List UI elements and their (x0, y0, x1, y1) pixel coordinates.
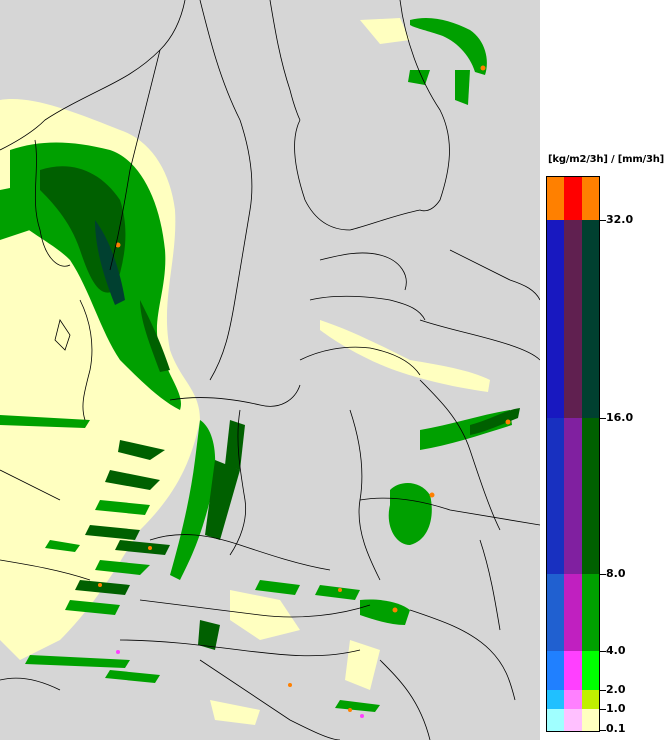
precip-intense-cells (98, 65, 511, 712)
legend-color-bar (546, 176, 600, 732)
legend-swatch (546, 176, 564, 220)
precipitation-map (0, 0, 540, 740)
legend-swatch (582, 651, 600, 690)
map-canvas (0, 0, 540, 740)
legend-tick-8: 8.0 (606, 567, 626, 580)
legend-swatch (564, 709, 582, 732)
legend-swatch (546, 651, 564, 690)
legend-tick-mark (600, 730, 606, 731)
legend-swatch (564, 176, 582, 220)
legend-swatch (582, 418, 600, 574)
legend-swatch (546, 574, 564, 651)
legend-units-label: [kg/m2/3h] / [mm/3h] (548, 154, 665, 165)
legend-tick-2: 2.0 (606, 683, 626, 696)
legend-swatch (546, 709, 564, 732)
legend-swatch (546, 220, 564, 418)
legend-tick-mark (600, 574, 606, 575)
legend-swatch (582, 220, 600, 418)
legend-tick-mark (600, 651, 606, 652)
legend-swatch (582, 176, 600, 220)
legend-tick-mark (600, 690, 606, 691)
legend-swatch (582, 709, 600, 732)
legend-frame (546, 176, 600, 732)
boundaries (0, 0, 540, 740)
legend-swatch (564, 418, 582, 574)
legend-swatch (564, 651, 582, 690)
legend-swatch (546, 418, 564, 574)
legend-tick-0-1: 0.1 (606, 722, 626, 735)
legend-swatch (546, 690, 564, 709)
legend-tick-16: 16.0 (606, 411, 634, 424)
legend-swatch (582, 574, 600, 651)
legend-swatch (564, 574, 582, 651)
legend-tick-32: 32.0 (606, 213, 634, 226)
precip-green-areas (0, 18, 520, 712)
legend-tick-1: 1.0 (606, 702, 626, 715)
legend-tick-4: 4.0 (606, 644, 626, 657)
legend-swatch (564, 220, 582, 418)
precip-magenta-cells (116, 650, 364, 718)
legend-tick-mark (600, 709, 606, 710)
legend-swatch (564, 690, 582, 709)
legend-panel: [kg/m2/3h] / [mm/3h] 32.0 16.0 8.0 4.0 2… (540, 0, 669, 740)
legend-swatch (582, 690, 600, 709)
legend-tick-mark (600, 220, 606, 221)
legend-tick-mark (600, 418, 606, 419)
